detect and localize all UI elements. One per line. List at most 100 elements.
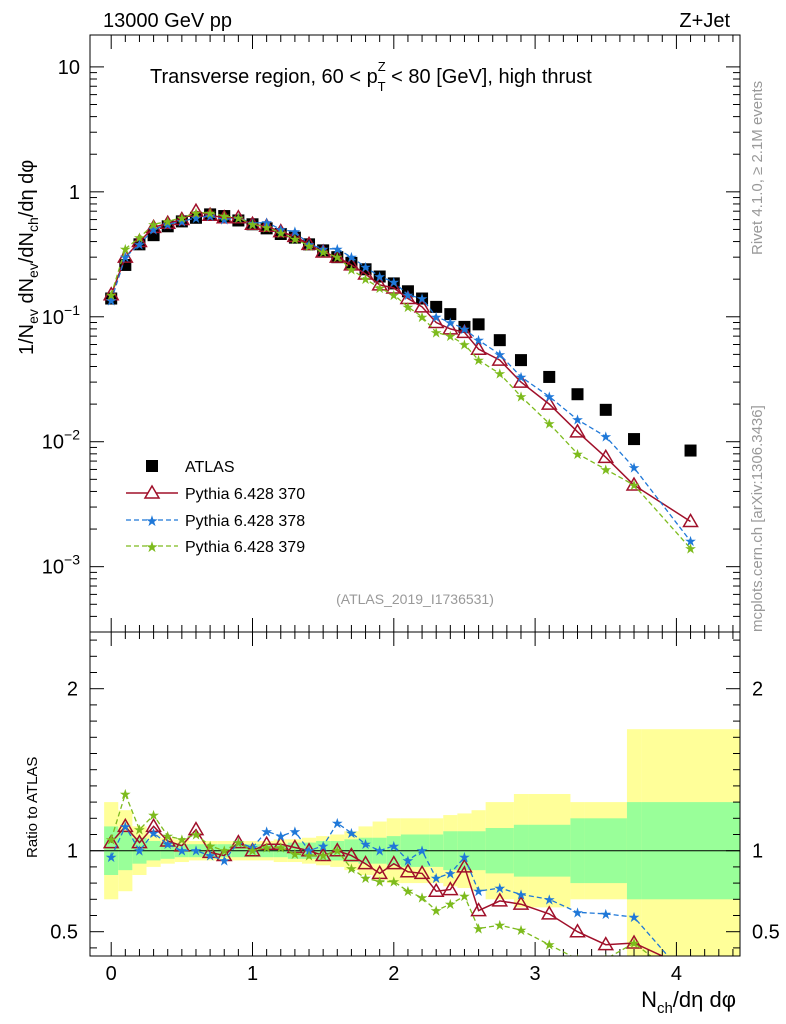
pythia-378-point: ★ xyxy=(494,347,507,363)
main-y-tick-label: 10−3 xyxy=(42,552,80,579)
ratio-378-point: ★ xyxy=(494,881,507,897)
atlas-point xyxy=(493,334,506,347)
ratio-378-point: ★ xyxy=(161,837,174,853)
ratio-370-point xyxy=(491,892,509,907)
pythia-378-point: ★ xyxy=(416,292,429,308)
ratio-378-point: ★ xyxy=(571,905,584,921)
main-panel: Transverse region, 60 < pZ T < 80 [GeV], … xyxy=(16,34,741,633)
pythia-379-point: ★ xyxy=(684,541,697,557)
pythia-378-point: ★ xyxy=(402,288,415,304)
ratio-370-point xyxy=(385,855,403,870)
legend-item-378: ★ Pythia 6.428 378 xyxy=(126,512,305,530)
ratio-378-point: ★ xyxy=(416,844,429,860)
ratio-379-point: ★ xyxy=(402,884,415,900)
main-ylabel: 1/Nev dNev/dNch/dη dφ xyxy=(16,160,41,355)
ratio-370-point xyxy=(131,834,148,849)
ratio-379-point: ★ xyxy=(204,839,217,855)
pythia-370-point xyxy=(470,340,487,355)
ratio-379-point: ★ xyxy=(494,918,507,934)
pythia-378-point: ★ xyxy=(430,310,443,326)
ratio-frame xyxy=(89,631,741,957)
ratio-379-point: ★ xyxy=(416,891,429,907)
ratio-series: ★★★★★ ★ ★ ★ ★★ ★★ ★ ★★ ★★★★ ★ ★★★★ ★★★ ★ ★ ★★ ★ ★★★★★★★ ★… xyxy=(102,787,698,974)
pythia-370-point xyxy=(258,217,275,233)
pythia-370-point xyxy=(272,223,290,238)
ratio-378-point: ★ xyxy=(289,824,302,840)
pythia-378-point: ★ xyxy=(345,250,358,266)
ratio-378-point: ★ xyxy=(105,850,118,866)
pythia-379-point: ★ xyxy=(345,262,358,278)
ratio-378-point: ★ xyxy=(232,836,245,852)
ratio-379-point: ★ xyxy=(105,832,118,848)
ratio-379-point: ★ xyxy=(515,923,528,939)
main-y-tick-label: 10 xyxy=(58,57,80,79)
atlas-point xyxy=(119,258,132,271)
ratio-378-point: ★ xyxy=(444,866,457,882)
pythia-378-point: ★ xyxy=(543,390,556,406)
legend-item-370: Pythia 6.428 370 xyxy=(126,484,305,503)
main-y-tick-label: 10−2 xyxy=(42,427,80,454)
pythia-378-point: ★ xyxy=(571,413,584,429)
main-series-line xyxy=(110,215,692,542)
ratio-370-point xyxy=(173,837,191,852)
atlas-point xyxy=(430,300,443,313)
pythia-370-point xyxy=(442,320,459,335)
ratio-y-tick-label: 0.5 xyxy=(50,922,78,944)
pythia-370-point xyxy=(131,233,148,248)
ratio-379-point: ★ xyxy=(147,808,160,824)
pythia-378-point: ★ xyxy=(232,211,245,227)
ratio-379-point: ★ xyxy=(246,844,259,860)
legend-379-label: Pythia 6.428 379 xyxy=(185,539,305,556)
ratio-379-point: ★ xyxy=(176,832,189,848)
pythia-379-point: ★ xyxy=(119,242,132,258)
pythia-379-point: ★ xyxy=(515,390,528,406)
ratio-379-point: ★ xyxy=(359,871,372,887)
header-left: 13000 GeV pp xyxy=(103,10,232,32)
ratio-379-point: ★ xyxy=(274,840,287,856)
pythia-370-point xyxy=(187,202,205,217)
ratio-379-point: ★ xyxy=(444,897,457,913)
ratio-378-point: ★ xyxy=(246,840,259,856)
ratio-379-point: ★ xyxy=(599,952,612,968)
ratio-370-point xyxy=(597,936,615,951)
main-series: ★★★★ ★ ★ ★ ★ ★ ★ ★ ★ ★ ★★ ★ ★★★★ ★★ ★★ ★ ★★★★★★★★★★★★★ ★ ★… xyxy=(102,202,699,557)
ratio-series-line xyxy=(110,822,669,956)
pythia-379-point: ★ xyxy=(402,300,415,316)
pythia-378-point: ★ xyxy=(444,315,457,331)
ratio-y-tick-label-right: 2 xyxy=(752,679,763,701)
ratio-series-2: ★★★★★ ★ ★★ ★★★ ★ ★ ★ ★ ★ ★★★ ★ ★★ ★★ ★★★ ★ ★★★ ★★★ xyxy=(105,787,652,968)
analysis-watermark: (ATLAS_2019_I1736531) xyxy=(336,591,494,607)
main-ylabel-text: 1/Nev dNev/dNch/dη dφ xyxy=(16,160,41,355)
pythia-370-point xyxy=(456,323,473,339)
pythia-378-point: ★ xyxy=(260,215,273,231)
x-axis-label: Nch/dη dφ xyxy=(641,987,736,1017)
pythia-379-point: ★ xyxy=(628,478,641,494)
ratio-379-point: ★ xyxy=(260,840,273,856)
ratio-370-point xyxy=(258,835,275,850)
pythia-378-point: ★ xyxy=(599,430,612,446)
pythia-379-point: ★ xyxy=(458,338,471,354)
pythia-378-point: ★ xyxy=(628,461,641,477)
pythia-379-point: ★ xyxy=(444,329,457,345)
ratio-370-point xyxy=(145,817,162,833)
ratio-370-point xyxy=(413,864,431,880)
pythia-379-point: ★ xyxy=(373,281,386,297)
pythia-379-point: ★ xyxy=(543,416,556,432)
legend-item-atlas: ATLAS xyxy=(146,459,235,476)
pythia-379-point: ★ xyxy=(359,272,372,288)
main-series-0 xyxy=(105,208,697,457)
ratio-379-point: ★ xyxy=(218,844,231,860)
pythia-378-point: ★ xyxy=(119,250,132,266)
x-tick-label: 1 xyxy=(247,963,258,985)
ratio-axes: 0.5 0.5 1 1 2 2 0 1 2 3 4 xyxy=(50,632,780,985)
ratio-378-point: ★ xyxy=(345,826,358,842)
ratio-panel: 0.5 0.51 12 20 1 2 3 4 ★★★★★ ★ ★ ★ ★★ ★★ ★ ★★ ★★★★ ★ ★★★★… xyxy=(24,631,780,1017)
ratio-379-point: ★ xyxy=(458,889,471,905)
ratio-379-point: ★ xyxy=(331,844,344,860)
ratio-370-point xyxy=(684,962,698,974)
ratio-y-tick-label-right: 0.5 xyxy=(752,922,780,944)
x-tick-label: 4 xyxy=(671,963,682,985)
ratio-379-point: ★ xyxy=(161,829,174,845)
ratio-370-point xyxy=(117,817,134,833)
ratio-370-point xyxy=(625,934,643,949)
